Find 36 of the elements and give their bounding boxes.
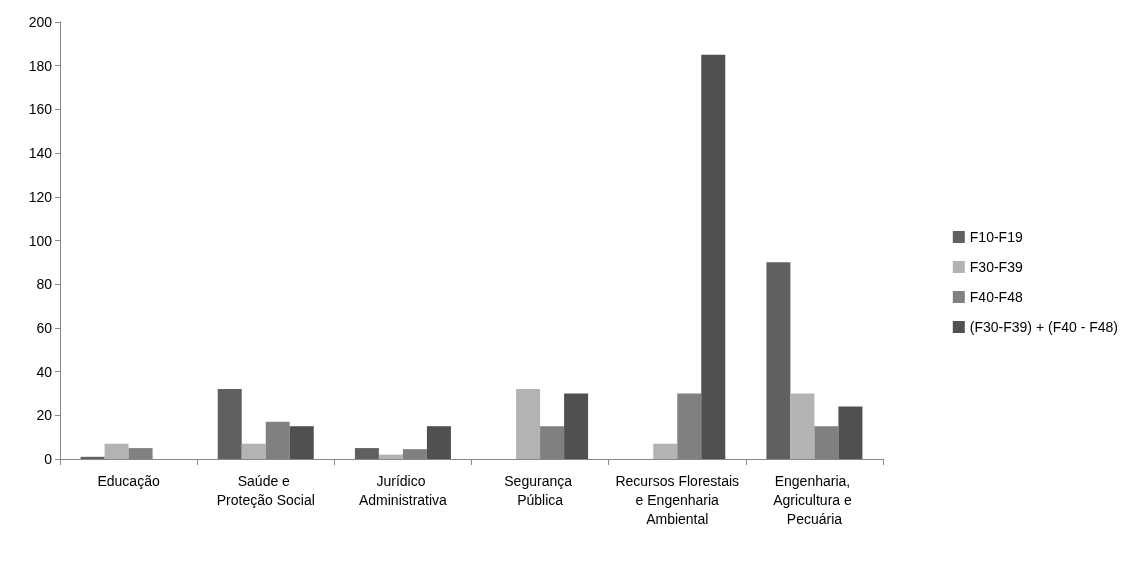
bar (217, 389, 242, 459)
x-tick-label: Educação (97, 472, 160, 489)
x-tick-label: Segurança Pública (504, 472, 576, 508)
y-tick-label: 40 (36, 363, 53, 380)
bar (653, 443, 678, 459)
bar (701, 54, 726, 459)
bar (378, 454, 403, 459)
legend-label: F30-F39 (969, 259, 1023, 275)
y-tick-label: 140 (28, 145, 53, 162)
x-tick-label: Saúde e Proteção Social (216, 472, 315, 508)
legend-label: F40-F48 (969, 289, 1023, 305)
y-tick-label: 80 (36, 276, 53, 293)
bar (516, 389, 541, 459)
y-tick-label: 160 (28, 101, 53, 118)
y-tick-label: 20 (36, 407, 53, 424)
y-tick-label: 60 (36, 319, 53, 336)
bar (241, 443, 266, 459)
y-tick-label: 200 (28, 14, 53, 30)
legend-label: F10-F19 (969, 229, 1023, 245)
y-tick-label: 0 (44, 451, 53, 467)
y-tick-label: 120 (28, 188, 53, 205)
x-tick-label: Recursos Florestais e Engenharia Ambiental (615, 472, 740, 527)
x-tick-label: Engenharia, Agricultura e Pecuária (773, 472, 856, 527)
bar (104, 443, 129, 459)
y-tick-label: 100 (28, 232, 53, 249)
bar (426, 426, 451, 459)
bar (289, 426, 314, 459)
bar (790, 393, 815, 459)
bar (354, 448, 379, 459)
x-tick-label: Jurídico Administrativa (358, 472, 448, 508)
bar (766, 262, 791, 459)
bar (838, 406, 863, 459)
bar (80, 456, 105, 459)
y-tick-label: 180 (28, 57, 53, 74)
bar (564, 393, 589, 459)
legend-label: (F30-F39) + (F40 - F48) (969, 319, 1118, 335)
